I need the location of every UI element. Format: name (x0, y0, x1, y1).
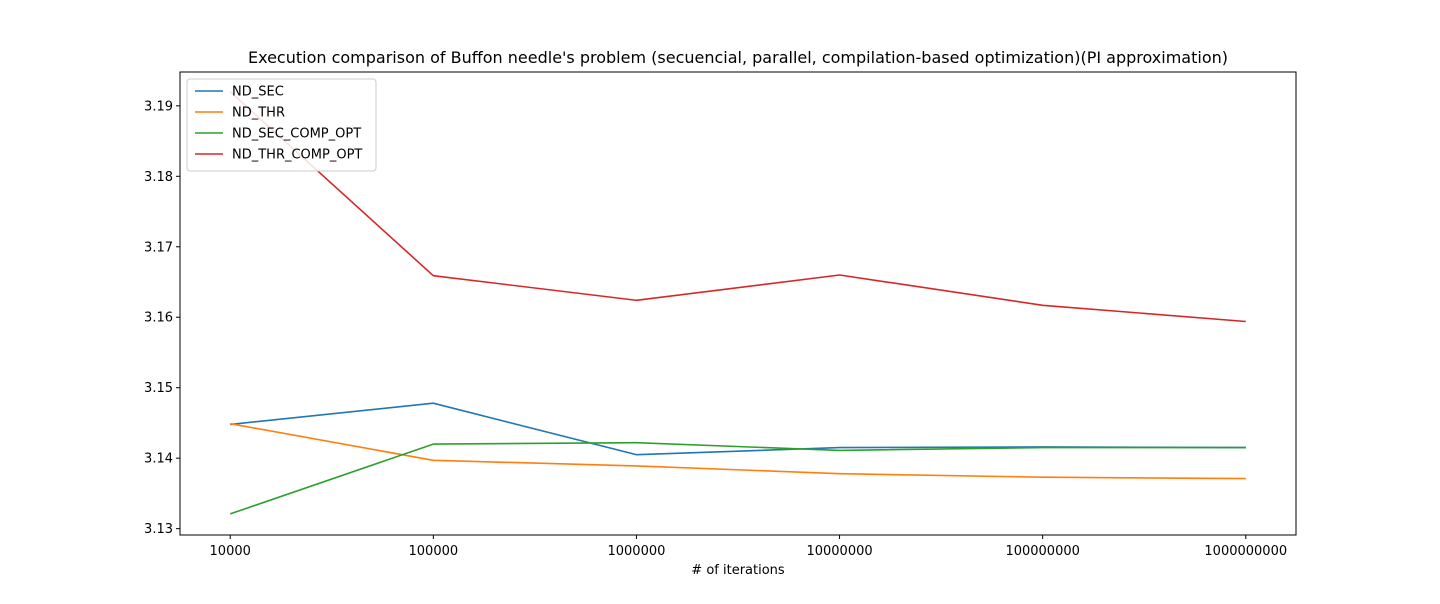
y-tick-label: 3.17 (144, 240, 173, 255)
x-tick-label: 1000000 (607, 544, 665, 559)
legend-label: ND_SEC (232, 85, 284, 100)
series-line-nd-thr-comp-opt (229, 91, 1246, 323)
x-tick-label: 1000000000 (1204, 544, 1287, 559)
x-tick-label: 100000000 (1005, 544, 1079, 559)
y-tick-label: 3.16 (144, 311, 173, 326)
y-axis: 3.13 3.14 3.15 3.16 3.17 3.18 3.19 (144, 99, 180, 537)
plot-area-frame (179, 71, 1297, 536)
x-tick-label: 100000 (409, 544, 459, 559)
series-lines (229, 91, 1246, 515)
x-axis: 10000 100000 1000000 10000000 100000000 10000… (210, 535, 1287, 559)
legend-label: ND_SEC_COMP_OPT (232, 127, 361, 142)
x-axis-label: # of iterations (691, 563, 785, 578)
chart-title: Execution comparison of Buffon needle's … (248, 48, 1228, 67)
legend-label: ND_THR (232, 106, 285, 121)
series-line-nd-thr (230, 422, 1246, 480)
y-tick-label: 3.13 (144, 522, 173, 537)
x-tick-label: 10000000 (806, 544, 872, 559)
x-tick-label: 10000 (210, 544, 251, 559)
y-tick-label: 3.14 (144, 452, 173, 467)
legend: ND_SEC ND_THR ND_SEC_COMP_OPT ND_THR_COMP_O… (186, 78, 377, 172)
y-tick-label: 3.19 (144, 99, 173, 114)
series-line-nd-sec-comp-opt (229, 441, 1246, 515)
legend-label: ND_THR_COMP_OPT (232, 148, 362, 163)
y-tick-label: 3.15 (144, 381, 173, 396)
legend-box (186, 78, 377, 172)
y-tick-label: 3.18 (144, 170, 173, 185)
